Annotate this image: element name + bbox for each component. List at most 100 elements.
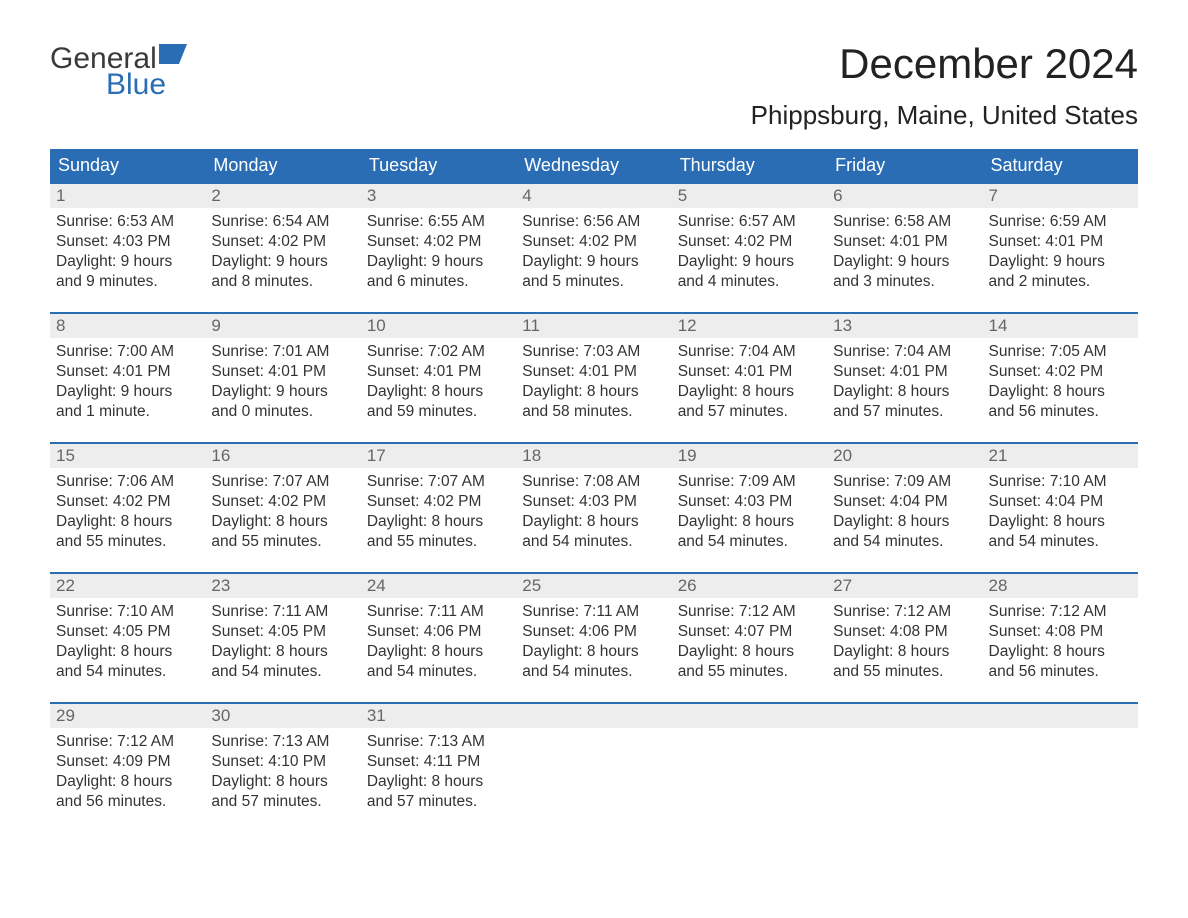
daylight-line: Daylight: 9 hours bbox=[522, 252, 665, 272]
day-body: Sunrise: 7:07 AMSunset: 4:02 PMDaylight:… bbox=[205, 468, 360, 561]
day-body: Sunrise: 7:13 AMSunset: 4:10 PMDaylight:… bbox=[205, 728, 360, 821]
daylight-line: and 55 minutes. bbox=[833, 662, 976, 682]
day-body: Sunrise: 6:55 AMSunset: 4:02 PMDaylight:… bbox=[361, 208, 516, 301]
day-body: Sunrise: 7:06 AMSunset: 4:02 PMDaylight:… bbox=[50, 468, 205, 561]
sunset-line: Sunset: 4:02 PM bbox=[367, 492, 510, 512]
sunset-line: Sunset: 4:05 PM bbox=[56, 622, 199, 642]
sunrise-line: Sunrise: 7:00 AM bbox=[56, 342, 199, 362]
day-number: 31 bbox=[361, 704, 516, 728]
daylight-line: and 59 minutes. bbox=[367, 402, 510, 422]
daylight-line: and 54 minutes. bbox=[833, 532, 976, 552]
daylight-line: Daylight: 8 hours bbox=[56, 512, 199, 532]
day-number: 26 bbox=[672, 574, 827, 598]
calendar-day: 9Sunrise: 7:01 AMSunset: 4:01 PMDaylight… bbox=[205, 314, 360, 442]
daylight-line: and 54 minutes. bbox=[367, 662, 510, 682]
day-header: Thursday bbox=[672, 149, 827, 182]
calendar-day: 7Sunrise: 6:59 AMSunset: 4:01 PMDaylight… bbox=[983, 184, 1138, 312]
logo: General Blue bbox=[50, 40, 187, 100]
day-body: Sunrise: 7:04 AMSunset: 4:01 PMDaylight:… bbox=[672, 338, 827, 431]
calendar-day bbox=[672, 704, 827, 832]
day-number: 4 bbox=[516, 184, 671, 208]
sunrise-line: Sunrise: 6:56 AM bbox=[522, 212, 665, 232]
daylight-line: and 8 minutes. bbox=[211, 272, 354, 292]
daylight-line: Daylight: 8 hours bbox=[367, 772, 510, 792]
calendar-day: 21Sunrise: 7:10 AMSunset: 4:04 PMDayligh… bbox=[983, 444, 1138, 572]
day-body: Sunrise: 7:08 AMSunset: 4:03 PMDaylight:… bbox=[516, 468, 671, 561]
day-body: Sunrise: 6:53 AMSunset: 4:03 PMDaylight:… bbox=[50, 208, 205, 301]
day-number: 14 bbox=[983, 314, 1138, 338]
day-body: Sunrise: 7:13 AMSunset: 4:11 PMDaylight:… bbox=[361, 728, 516, 821]
calendar-week: 1Sunrise: 6:53 AMSunset: 4:03 PMDaylight… bbox=[50, 182, 1138, 312]
sunrise-line: Sunrise: 7:01 AM bbox=[211, 342, 354, 362]
calendar-day: 24Sunrise: 7:11 AMSunset: 4:06 PMDayligh… bbox=[361, 574, 516, 702]
day-number: 24 bbox=[361, 574, 516, 598]
sunrise-line: Sunrise: 7:08 AM bbox=[522, 472, 665, 492]
sunrise-line: Sunrise: 7:13 AM bbox=[211, 732, 354, 752]
day-number: 17 bbox=[361, 444, 516, 468]
calendar-week: 8Sunrise: 7:00 AMSunset: 4:01 PMDaylight… bbox=[50, 312, 1138, 442]
header: General Blue December 2024 Phippsburg, M… bbox=[50, 40, 1138, 131]
daylight-line: and 3 minutes. bbox=[833, 272, 976, 292]
calendar-day: 31Sunrise: 7:13 AMSunset: 4:11 PMDayligh… bbox=[361, 704, 516, 832]
day-number: 25 bbox=[516, 574, 671, 598]
day-body: Sunrise: 7:12 AMSunset: 4:08 PMDaylight:… bbox=[827, 598, 982, 691]
day-body bbox=[983, 728, 1138, 740]
sunrise-line: Sunrise: 7:11 AM bbox=[367, 602, 510, 622]
calendar: Sunday Monday Tuesday Wednesday Thursday… bbox=[50, 149, 1138, 832]
daylight-line: Daylight: 9 hours bbox=[678, 252, 821, 272]
daylight-line: and 9 minutes. bbox=[56, 272, 199, 292]
calendar-day: 19Sunrise: 7:09 AMSunset: 4:03 PMDayligh… bbox=[672, 444, 827, 572]
day-number: 8 bbox=[50, 314, 205, 338]
day-number: 18 bbox=[516, 444, 671, 468]
calendar-day bbox=[827, 704, 982, 832]
sunset-line: Sunset: 4:01 PM bbox=[833, 362, 976, 382]
day-number: 28 bbox=[983, 574, 1138, 598]
day-number: 20 bbox=[827, 444, 982, 468]
sunrise-line: Sunrise: 7:12 AM bbox=[989, 602, 1132, 622]
day-number: 19 bbox=[672, 444, 827, 468]
calendar-day: 28Sunrise: 7:12 AMSunset: 4:08 PMDayligh… bbox=[983, 574, 1138, 702]
daylight-line: and 55 minutes. bbox=[678, 662, 821, 682]
day-body: Sunrise: 7:10 AMSunset: 4:04 PMDaylight:… bbox=[983, 468, 1138, 561]
daylight-line: Daylight: 9 hours bbox=[211, 252, 354, 272]
daylight-line: and 55 minutes. bbox=[211, 532, 354, 552]
daylight-line: and 57 minutes. bbox=[211, 792, 354, 812]
daylight-line: Daylight: 9 hours bbox=[833, 252, 976, 272]
daylight-line: and 55 minutes. bbox=[367, 532, 510, 552]
day-body: Sunrise: 7:11 AMSunset: 4:06 PMDaylight:… bbox=[361, 598, 516, 691]
sunset-line: Sunset: 4:02 PM bbox=[367, 232, 510, 252]
day-body: Sunrise: 7:11 AMSunset: 4:06 PMDaylight:… bbox=[516, 598, 671, 691]
sunrise-line: Sunrise: 6:59 AM bbox=[989, 212, 1132, 232]
sunrise-line: Sunrise: 7:11 AM bbox=[211, 602, 354, 622]
calendar-day: 30Sunrise: 7:13 AMSunset: 4:10 PMDayligh… bbox=[205, 704, 360, 832]
calendar-day: 23Sunrise: 7:11 AMSunset: 4:05 PMDayligh… bbox=[205, 574, 360, 702]
sunrise-line: Sunrise: 7:03 AM bbox=[522, 342, 665, 362]
sunset-line: Sunset: 4:02 PM bbox=[678, 232, 821, 252]
calendar-day: 14Sunrise: 7:05 AMSunset: 4:02 PMDayligh… bbox=[983, 314, 1138, 442]
day-header: Saturday bbox=[983, 149, 1138, 182]
daylight-line: Daylight: 8 hours bbox=[56, 642, 199, 662]
day-number: 10 bbox=[361, 314, 516, 338]
daylight-line: and 56 minutes. bbox=[989, 402, 1132, 422]
daylight-line: Daylight: 9 hours bbox=[989, 252, 1132, 272]
day-body: Sunrise: 7:05 AMSunset: 4:02 PMDaylight:… bbox=[983, 338, 1138, 431]
calendar-day: 3Sunrise: 6:55 AMSunset: 4:02 PMDaylight… bbox=[361, 184, 516, 312]
sunrise-line: Sunrise: 6:55 AM bbox=[367, 212, 510, 232]
sunset-line: Sunset: 4:01 PM bbox=[56, 362, 199, 382]
flag-icon bbox=[159, 40, 187, 70]
daylight-line: and 57 minutes. bbox=[833, 402, 976, 422]
sunset-line: Sunset: 4:02 PM bbox=[211, 232, 354, 252]
day-number: 11 bbox=[516, 314, 671, 338]
calendar-day: 17Sunrise: 7:07 AMSunset: 4:02 PMDayligh… bbox=[361, 444, 516, 572]
daylight-line: and 54 minutes. bbox=[211, 662, 354, 682]
calendar-day: 12Sunrise: 7:04 AMSunset: 4:01 PMDayligh… bbox=[672, 314, 827, 442]
day-number: 16 bbox=[205, 444, 360, 468]
sunset-line: Sunset: 4:04 PM bbox=[833, 492, 976, 512]
sunrise-line: Sunrise: 7:06 AM bbox=[56, 472, 199, 492]
calendar-day: 5Sunrise: 6:57 AMSunset: 4:02 PMDaylight… bbox=[672, 184, 827, 312]
daylight-line: and 55 minutes. bbox=[56, 532, 199, 552]
daylight-line: Daylight: 8 hours bbox=[522, 382, 665, 402]
calendar-week: 22Sunrise: 7:10 AMSunset: 4:05 PMDayligh… bbox=[50, 572, 1138, 702]
calendar-day: 6Sunrise: 6:58 AMSunset: 4:01 PMDaylight… bbox=[827, 184, 982, 312]
sunrise-line: Sunrise: 7:12 AM bbox=[56, 732, 199, 752]
